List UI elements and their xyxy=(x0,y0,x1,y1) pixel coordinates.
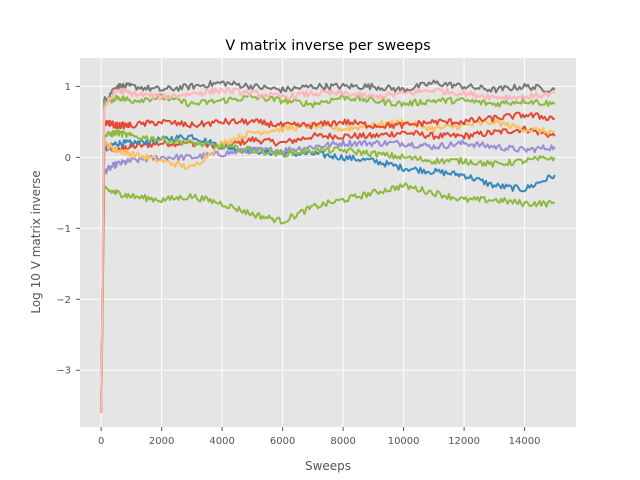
y-tick-label: −1 xyxy=(56,224,71,235)
y-axis-ticks: 1 0 −1 −2 −3 xyxy=(56,82,80,377)
series-line-7 xyxy=(100,93,556,413)
y-tick-label: 1 xyxy=(65,82,71,93)
series-line-6 xyxy=(100,182,556,413)
series-line-4 xyxy=(100,79,556,413)
series-line-8 xyxy=(100,129,556,413)
x-tick-label: 14000 xyxy=(509,436,541,447)
x-tick-label: 6000 xyxy=(270,436,295,447)
y-tick-label: 0 xyxy=(65,153,71,164)
x-tick-label: 0 xyxy=(98,436,104,447)
x-tick-label: 10000 xyxy=(388,436,420,447)
x-tick-label: 4000 xyxy=(209,436,234,447)
gridlines xyxy=(80,58,576,427)
plot-area xyxy=(80,58,576,427)
x-tick-label: 12000 xyxy=(448,436,480,447)
y-tick-label: −3 xyxy=(56,366,71,377)
y-axis-title: Log 10 V matrix inverse xyxy=(29,170,43,313)
x-tick-label: 2000 xyxy=(149,436,174,447)
series-lines xyxy=(100,79,556,413)
x-tick-label: 8000 xyxy=(330,436,355,447)
series-line-1 xyxy=(100,125,556,413)
x-axis-ticks: 0 2000 4000 6000 8000 10000 12000 14000 xyxy=(98,427,541,447)
series-line-9 xyxy=(100,111,556,413)
y-tick-label: −2 xyxy=(56,295,71,306)
series-line-10 xyxy=(100,86,556,413)
x-axis-title: Sweeps xyxy=(305,459,351,473)
chart-title: V matrix inverse per sweeps xyxy=(225,38,430,54)
